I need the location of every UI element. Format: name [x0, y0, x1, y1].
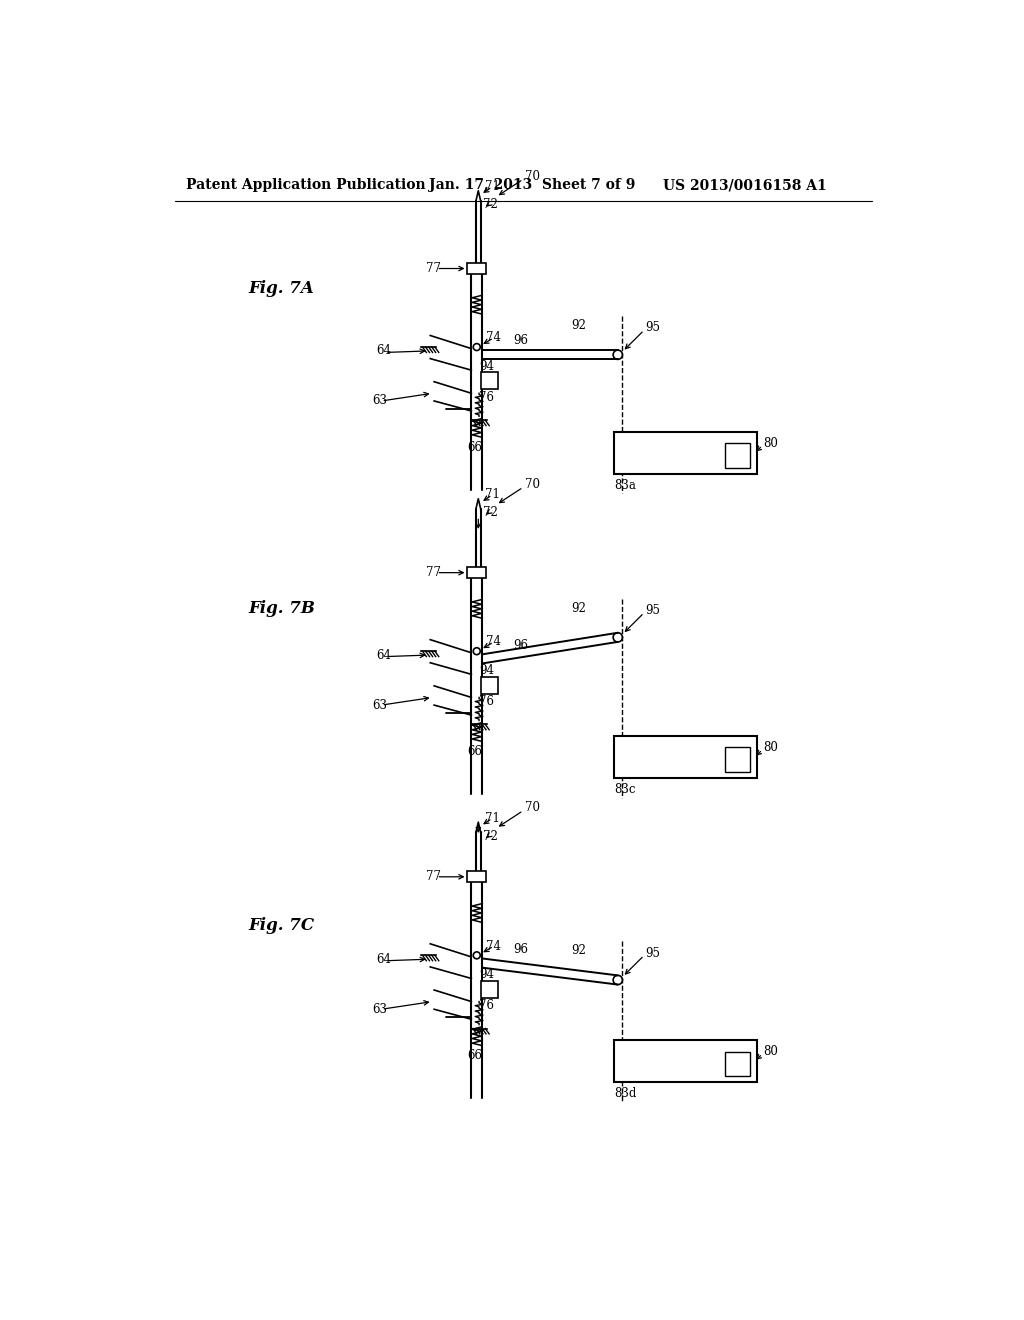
Text: 71: 71 [484, 181, 500, 194]
Text: 96: 96 [513, 639, 528, 652]
Bar [725, 444, 750, 469]
Text: 96: 96 [513, 334, 528, 347]
Text: 95: 95 [645, 321, 659, 334]
Text: 92: 92 [571, 319, 586, 333]
Text: 66: 66 [467, 1049, 482, 1063]
Text: 83a: 83a [614, 479, 637, 492]
Text: 70: 70 [524, 478, 540, 491]
Bar [480, 981, 498, 998]
Text: 64: 64 [376, 953, 391, 966]
Bar [725, 747, 750, 772]
Text: 66: 66 [467, 744, 482, 758]
Bar [614, 432, 758, 474]
Bar [480, 372, 498, 389]
Text: Fig. 7A: Fig. 7A [248, 280, 314, 297]
Text: 72: 72 [483, 506, 498, 519]
Text: 96: 96 [513, 942, 528, 956]
Bar [614, 737, 758, 779]
Text: 95: 95 [645, 946, 659, 960]
Text: 80: 80 [764, 741, 778, 754]
Text: 94: 94 [479, 360, 494, 372]
Bar [467, 871, 486, 882]
Text: Patent Application Publication: Patent Application Publication [186, 178, 426, 193]
Text: 74: 74 [486, 940, 501, 953]
Text: 76: 76 [479, 999, 494, 1012]
Text: 77: 77 [426, 261, 441, 275]
Text: 64: 64 [376, 345, 391, 358]
Text: US 2013/0016158 A1: US 2013/0016158 A1 [663, 178, 826, 193]
Bar [467, 568, 486, 578]
Text: 80: 80 [764, 437, 778, 450]
Text: 94: 94 [479, 968, 494, 981]
Bar [480, 677, 498, 693]
Text: 70: 70 [524, 801, 540, 814]
Text: 63: 63 [372, 698, 387, 711]
Bar [614, 1040, 758, 1082]
Text: 74: 74 [486, 635, 501, 648]
Text: 92: 92 [571, 944, 586, 957]
Text: 71: 71 [484, 812, 500, 825]
Text: 71: 71 [484, 488, 500, 502]
Text: 63: 63 [372, 395, 387, 408]
Text: 74: 74 [486, 331, 501, 345]
Text: 80: 80 [764, 1045, 778, 1059]
Text: 63: 63 [372, 1003, 387, 1016]
Text: 70: 70 [524, 169, 540, 182]
Bar [467, 263, 486, 275]
Text: 76: 76 [479, 694, 494, 708]
Text: 64: 64 [376, 648, 391, 661]
Text: 83c: 83c [614, 783, 636, 796]
Bar [725, 1052, 750, 1076]
Text: 77: 77 [426, 870, 441, 883]
Text: Fig. 7C: Fig. 7C [248, 917, 314, 935]
Text: 83d: 83d [614, 1088, 637, 1101]
Text: Fig. 7B: Fig. 7B [248, 599, 315, 616]
Text: 95: 95 [645, 603, 659, 616]
Text: 76: 76 [479, 391, 494, 404]
Text: 72: 72 [483, 198, 498, 211]
Text: 77: 77 [426, 566, 441, 579]
Text: 66: 66 [467, 441, 482, 454]
Text: 92: 92 [571, 602, 586, 615]
Text: 94: 94 [479, 664, 494, 677]
Text: Jan. 17, 2013  Sheet 7 of 9: Jan. 17, 2013 Sheet 7 of 9 [429, 178, 635, 193]
Text: 72: 72 [483, 829, 498, 842]
